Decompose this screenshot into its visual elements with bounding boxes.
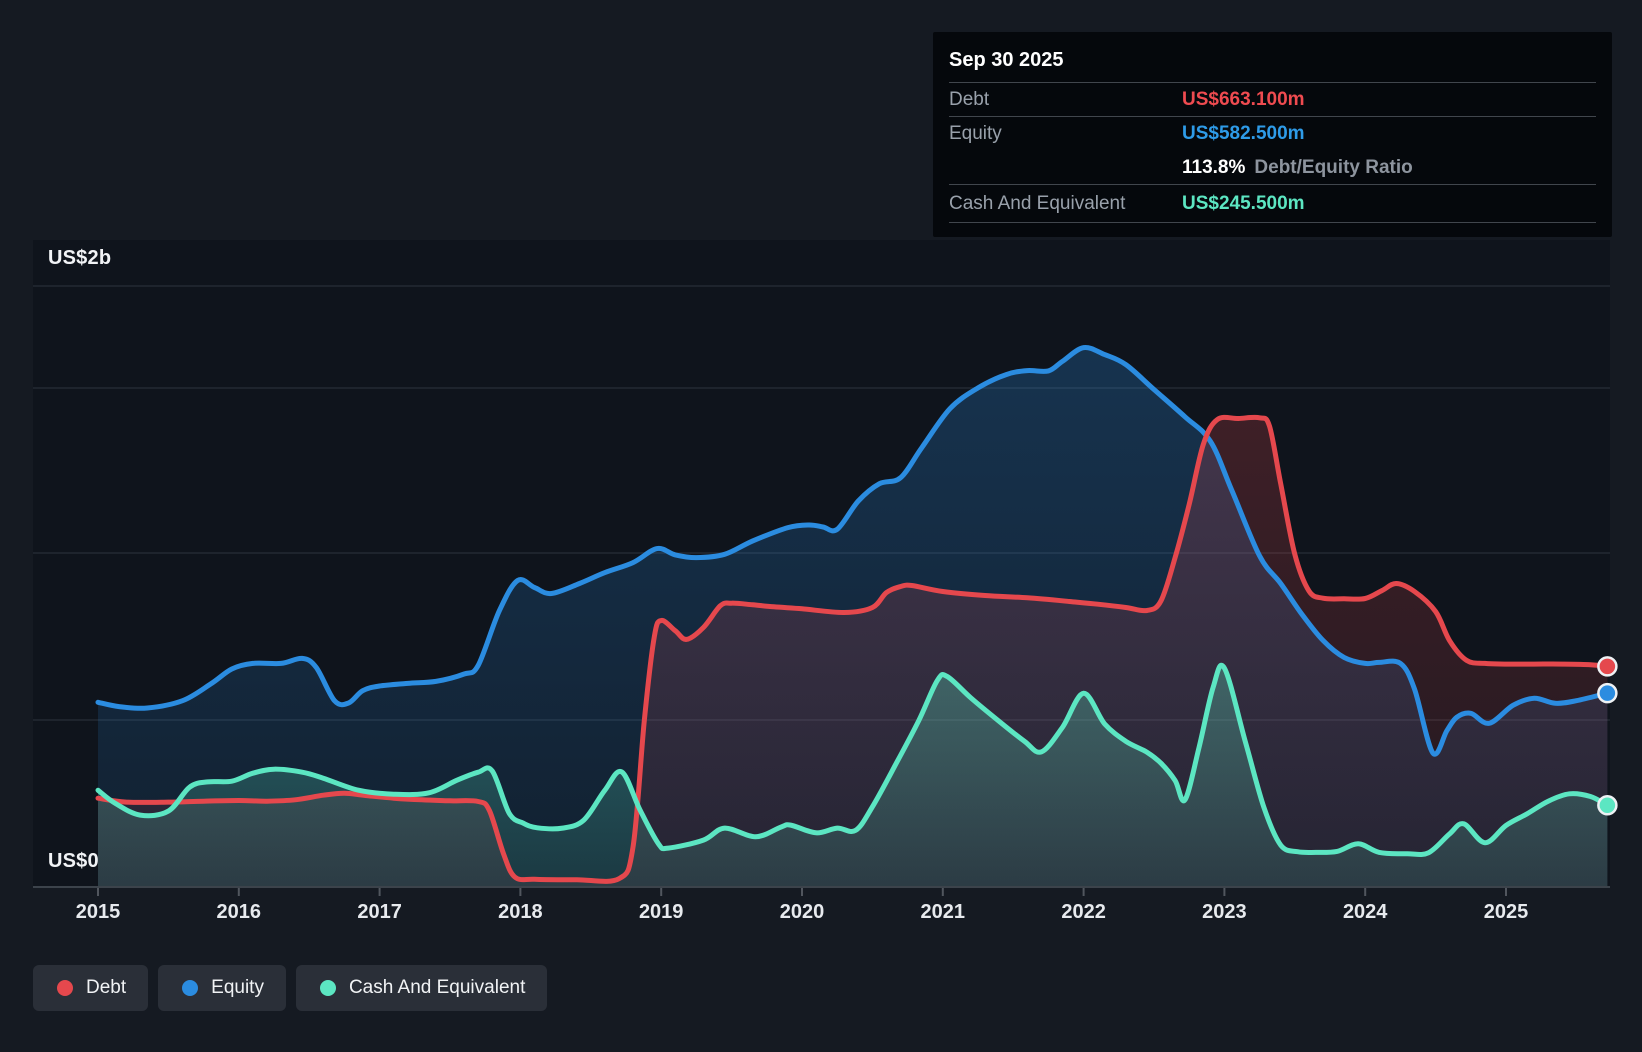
tooltip-ratio-label: Debt/Equity Ratio [1254,156,1413,178]
debt-dot-icon [57,980,73,996]
legend-chip-debt[interactable]: Debt [33,965,149,1011]
x-axis-label-2017: 2017 [357,901,402,923]
x-axis-label-2020: 2020 [779,901,825,923]
cash-line[interactable] [95,662,1610,858]
cash-end-marker[interactable] [1597,795,1618,816]
y-axis-label-zero: US$0 [48,850,99,872]
debt-end-marker[interactable] [1597,656,1618,677]
legend-cash-label: Cash And Equivalent [348,977,526,998]
x-axis-label-2023: 2023 [1202,901,1247,923]
legend-debt-label: Debt [86,977,127,998]
tooltip-debt-label: Debt [949,88,990,110]
legend: Debt Equity Cash And Equivalent [33,965,548,1011]
cash-dot-icon [319,980,336,996]
tooltip-debt-value: US$663.100m [1182,88,1305,110]
x-axis-label-2021: 2021 [920,901,966,923]
equity-line[interactable] [95,344,1610,757]
tooltip-equity-row: Equity US$582.500m [949,117,1596,151]
legend-chip-cash[interactable]: Cash And Equivalent [295,965,548,1011]
x-axis-label-2025: 2025 [1483,901,1529,923]
tooltip-debt-row: Debt US$663.100m [949,83,1596,117]
tooltip-cash-label: Cash And Equivalent [949,192,1126,214]
equity-end-marker[interactable] [1597,682,1618,704]
tooltip-ratio-value: 113.8% [1182,156,1246,178]
cash-area [98,665,1608,887]
tooltip-equity-label: Equity [949,123,1002,144]
x-axis-label-2016: 2016 [216,901,262,923]
tooltip: Sep 30 2025 Debt US$663.100m Equity US$5… [933,32,1612,237]
tooltip-cash-value: US$245.500m [1182,192,1305,214]
legend-chip-equity[interactable]: Equity [158,965,286,1011]
tooltip-date: Sep 30 2025 [949,32,1596,83]
x-axis-label-2018: 2018 [498,901,543,923]
tooltip-equity-value: US$582.500m [1182,123,1305,144]
x-axis-label-2019: 2019 [638,901,684,923]
equity-dot-icon [182,980,199,996]
legend-equity-label: Equity [211,977,264,998]
x-axis-label-2022: 2022 [1061,901,1106,923]
debt-line[interactable] [95,414,1610,884]
tooltip-ratio-row: 113.8% Debt/Equity Ratio [949,151,1596,185]
x-axis-label-2015: 2015 [75,901,121,923]
y-axis-label-top: US$2b [48,247,112,269]
x-axis-label-2024: 2024 [1342,901,1388,923]
tooltip-cash-row: Cash And Equivalent US$245.500m [949,185,1596,223]
